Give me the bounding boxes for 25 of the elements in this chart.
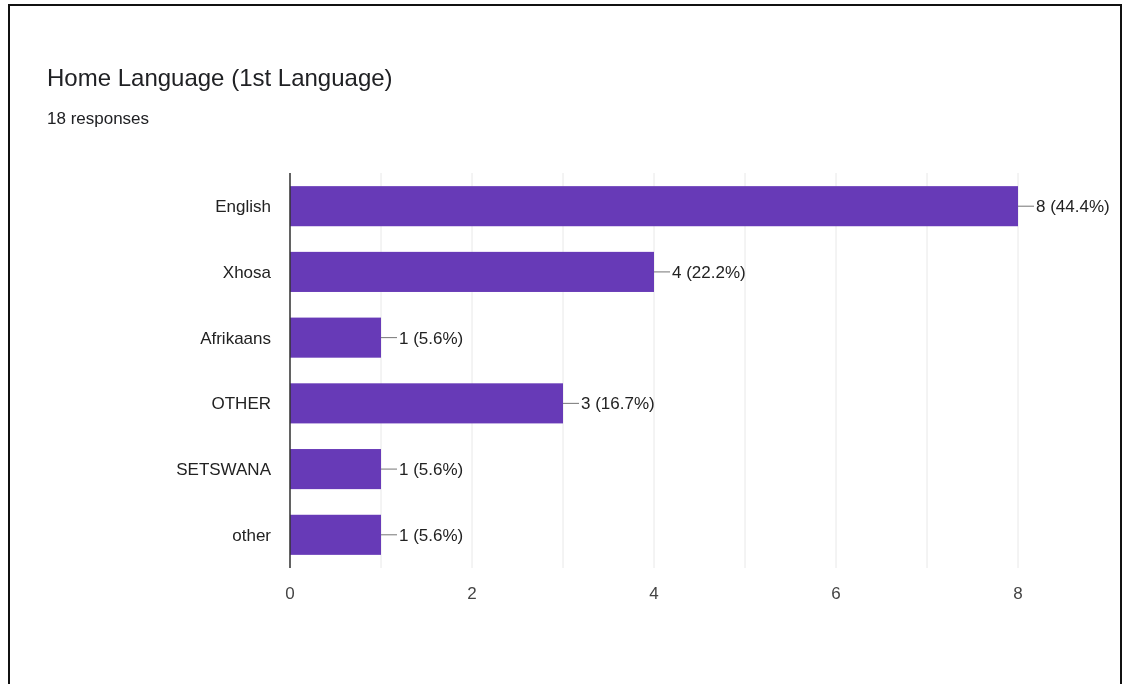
data-label: 4 (22.2%) xyxy=(672,262,746,282)
x-tick-label: 6 xyxy=(831,584,841,603)
y-tick-label: SETSWANA xyxy=(176,460,272,480)
y-tick-label: Xhosa xyxy=(222,262,272,282)
data-label: 1 (5.6%) xyxy=(399,525,464,545)
x-tick-label: 2 xyxy=(467,584,477,603)
x-tick-label: 8 xyxy=(1013,584,1023,603)
y-tick-label: other xyxy=(232,525,272,545)
data-label: 1 (5.6%) xyxy=(399,328,464,348)
bar xyxy=(290,449,381,490)
bar xyxy=(290,383,563,424)
bar xyxy=(290,186,1018,227)
bar xyxy=(290,251,654,292)
bar xyxy=(290,514,381,555)
x-tick-label: 4 xyxy=(649,584,659,603)
y-tick-label: English xyxy=(215,197,271,217)
x-tick-label: 0 xyxy=(285,584,295,603)
data-label: 1 (5.6%) xyxy=(399,460,464,480)
y-tick-label: OTHER xyxy=(211,394,271,414)
text: 18 responses xyxy=(47,109,150,128)
bar xyxy=(290,317,381,358)
data-label: 8 (44.4%) xyxy=(1036,197,1110,217)
chart-title: Home Language (1st Language) xyxy=(47,64,393,91)
data-label: 3 (16.7%) xyxy=(581,394,655,414)
y-tick-label: Afrikaans xyxy=(200,328,271,348)
